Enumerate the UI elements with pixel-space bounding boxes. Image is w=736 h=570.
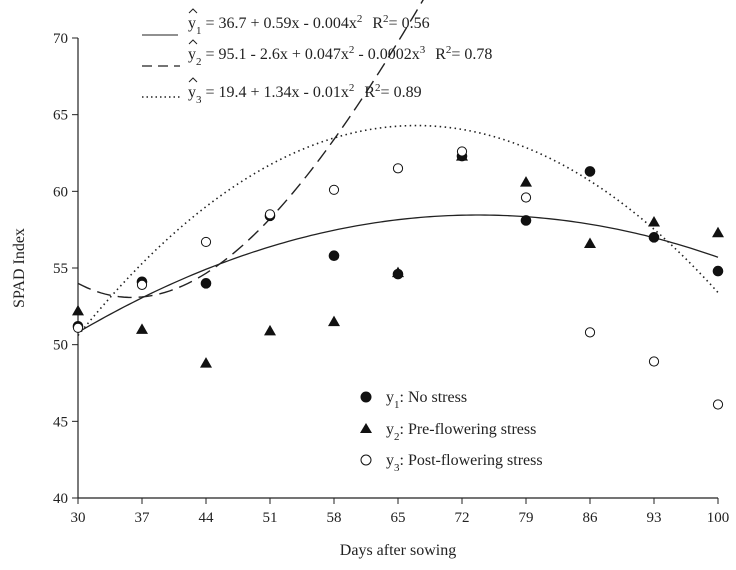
legend-marker-pre-flowering [360,423,372,433]
point-series-3-x30 [72,322,84,333]
point-series-3-x100 [712,399,724,410]
point-series-2-x51 [264,324,276,336]
point-series-2-x79 [520,176,532,187]
x-tick-label-51: 51 [263,510,278,526]
equation-2: y2 = 95.1 - 2.6x + 0.047x2 - 0.0002x3 R2=… [188,44,492,68]
x-tick-label-86: 86 [583,510,599,526]
point-series-2-x37 [136,323,148,334]
equation-block: y1 = 36.7 + 0.59x - 0.004x2 R2= 0.56 y2 =… [142,8,492,106]
legend-label-pre-flowering: y2: Pre-flowering stress [386,421,536,443]
point-series-1-x100 [712,265,724,277]
x-tick-label-44: 44 [199,510,215,526]
point-series-3-x44 [200,236,212,248]
y-tick-label-50: 50 [53,338,68,354]
equation-3-hat [188,77,198,83]
x-tick-label-65: 65 [391,510,406,526]
data-points [72,146,724,410]
equation-2-hat [188,39,198,45]
x-tick-label-79: 79 [519,510,534,526]
point-series-2-x100 [712,226,724,238]
point-series-1-x79 [520,215,532,226]
y-tick-label-70: 70 [53,31,68,47]
point-series-1-x86 [584,166,596,177]
point-series-2-x58 [328,315,340,327]
equation-3: y3 = 19.4 + 1.34x - 0.01x2 R2= 0.89 [188,82,422,106]
axis-ticks: 30 37 44 51 58 65 72 79 86 93 100 40 45 50 55 60 65 70 [53,31,729,526]
point-series-3-x58 [328,184,340,195]
point-series-2-x86 [584,237,596,248]
y-tick-label-60: 60 [53,184,68,200]
x-axis-title: Days after sowing [340,542,456,559]
point-series-2-x93 [648,216,660,227]
point-series-2-x65 [392,266,404,278]
point-series-3-x93 [648,356,660,367]
y-tick-label-65: 65 [53,108,68,124]
fit-curves [77,0,719,336]
legend-label-no-stress: y1: No stress [386,389,467,411]
y-tick-label-40: 40 [53,491,68,507]
y-tick-label-55: 55 [53,261,68,277]
fit-curve-series-2 [77,0,424,299]
x-tick-label-100: 100 [707,510,730,526]
legend: y1: No stress y2: Pre-flowering stress y… [360,389,543,474]
equation-1-hat [188,8,198,14]
point-series-3-x72 [456,146,468,157]
legend-marker-no-stress [360,391,372,403]
legend-marker-post-flowering [360,454,372,466]
point-series-2-x30 [72,304,84,316]
x-tick-label-37: 37 [135,510,151,526]
point-series-3-x86 [584,327,596,338]
fit-curve-series-1 [77,214,719,333]
x-tick-label-72: 72 [455,510,470,526]
point-series-1-x58 [328,250,340,262]
legend-label-post-flowering: y3: Post-flowering stress [386,452,543,474]
point-series-1-x44 [200,278,212,289]
x-tick-label-93: 93 [647,510,662,526]
point-series-3-x65 [392,163,404,174]
y-axis-title: SPAD Index [11,228,28,308]
point-series-3-x37 [136,279,148,290]
equation-1: y1 = 36.7 + 0.59x - 0.004x2 R2= 0.56 [188,13,430,37]
point-series-3-x51 [264,209,276,220]
y-tick-label-45: 45 [53,414,68,430]
point-series-3-x79 [520,192,532,203]
x-tick-label-58: 58 [327,510,342,526]
x-tick-label-30: 30 [71,510,86,526]
point-series-1-x93 [648,232,660,243]
point-series-2-x44 [200,357,212,368]
